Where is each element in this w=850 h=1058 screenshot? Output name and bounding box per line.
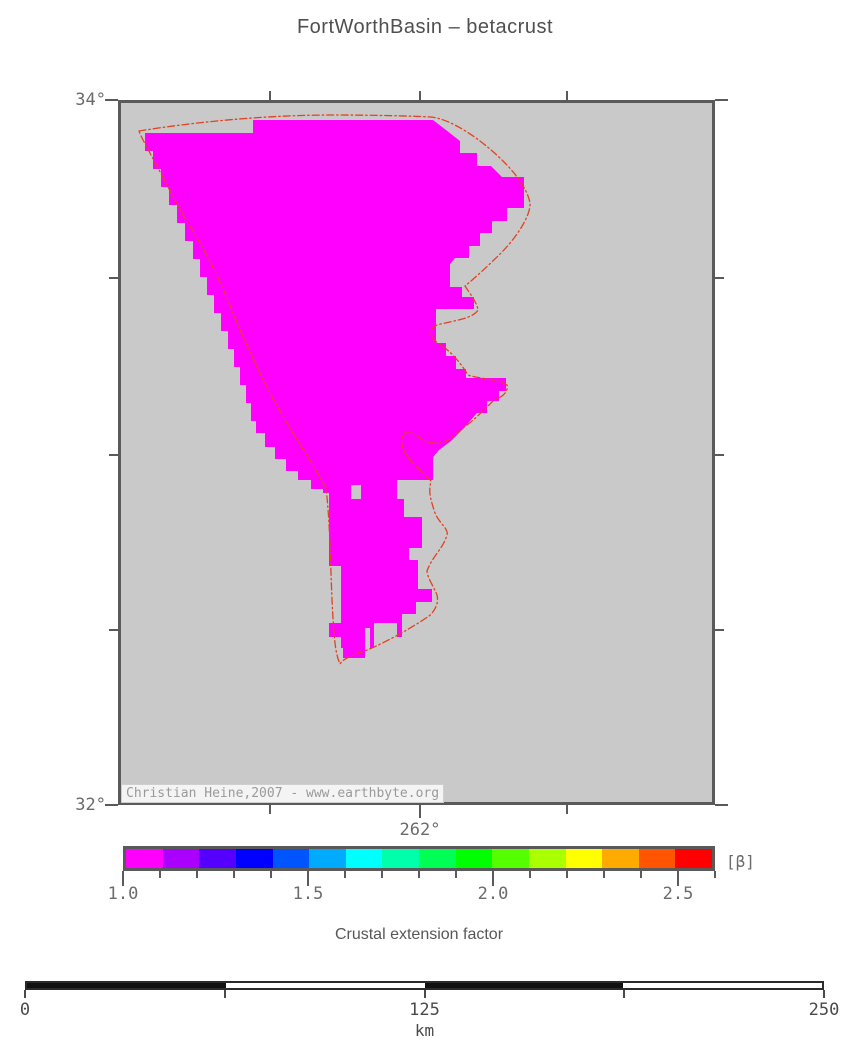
colorbar-tick [640,871,642,878]
colorbar-cell [419,849,456,868]
map-frame-tick [715,454,724,456]
map-frame-tick [269,805,271,814]
colorbar-tick [714,871,716,878]
map-frame-tick [109,629,118,631]
basin-hole-cell [351,485,361,499]
colorbar-ticks [122,871,716,887]
colorbar-tick-label: 2.0 [477,884,509,904]
map-frame-tick [419,805,421,818]
scalebar-ticks [24,990,825,1000]
map-frame-tick [566,91,568,100]
colorbar-cell [565,849,603,868]
colorbar-gradient [123,846,715,871]
map-frame-tick [715,277,724,279]
scalebar-tick [223,990,226,998]
scalebar-unit-label: km [414,1021,435,1040]
colorbar-cell [345,849,383,868]
colorbar-cell [162,849,200,868]
basin-map-svg [138,114,531,666]
colorbar-tick [603,871,605,878]
map-frame-tick [715,99,728,101]
map-frame-tick [269,91,271,100]
map-frame-tick [105,99,118,101]
lat-label-32: 32° [75,795,106,815]
map-frame-tick [109,454,118,456]
colorbar-cell [638,849,676,868]
colorbar-tick [344,871,346,878]
colorbar-labels: 1.0 1.5 2.0 2.5 [108,884,715,904]
map-frame-tick [105,804,118,806]
scalebar-tick [623,990,626,998]
colorbar-tick-label: 1.5 [292,884,324,904]
basin-region [145,120,524,658]
colorbar-tick [455,871,457,878]
colorbar-title: Crustal extension factor [334,926,504,943]
basin-outline-dashdot [138,114,531,666]
scalebar-tick [24,990,26,998]
scalebar-tick [823,990,825,998]
map-frame-tick [715,804,728,806]
colorbar-tick [233,871,235,878]
colorbar-cell [382,849,419,868]
colorbar-tick-label: 2.5 [662,884,694,904]
colorbar-tick [381,871,383,878]
scalebar-label: 125 [409,1000,440,1020]
map-frame-tick [566,805,568,814]
colorbar-tick [122,871,124,886]
lon-label-262: 262° [399,820,441,840]
colorbar-tick [196,871,198,878]
colorbar-cell [455,849,493,868]
colorbar-tick [529,871,531,878]
figure-title: FortWorthBasin – betacrust [296,16,554,38]
scalebar-segment [424,983,624,988]
colorbar-tick [159,871,161,878]
lat-label-34: 34° [75,90,106,110]
map-frame-tick [109,277,118,279]
colorbar-tick [418,871,420,878]
colorbar-cell [528,849,566,868]
distance-scalebar [25,981,824,990]
colorbar-cell [235,849,273,868]
scalebar-label: 250 [808,1000,840,1020]
map-frame-tick [419,91,421,100]
colorbar-tick [307,871,309,886]
map-panel [118,100,715,805]
colorbar-tick [492,871,494,886]
colorbar-tick [270,871,272,878]
scalebar-segment [225,983,425,988]
scalebar-segment [27,983,226,988]
scalebar-tick [423,990,426,998]
scalebar-segment [623,983,822,988]
colorbar-cell [492,849,529,868]
watermark-credit: Christian Heine,2007 - www.earthbyte.org [121,784,445,803]
map-frame-tick [715,629,724,631]
colorbar-tick-label: 1.0 [107,884,139,904]
scalebar-label: 0 [19,1000,31,1020]
colorbar-tick [566,871,568,878]
colorbar-cell [602,849,639,868]
colorbar-cell [309,849,346,868]
colorbar-cell [126,849,163,868]
colorbar-tick [677,871,679,886]
colorbar-cell [199,849,236,868]
colorbar-cell [272,849,310,868]
colorbar-cell [675,849,712,868]
scalebar-labels: 0 125 250 [20,1000,839,1020]
colorbar-unit-label: [β] [726,852,755,871]
